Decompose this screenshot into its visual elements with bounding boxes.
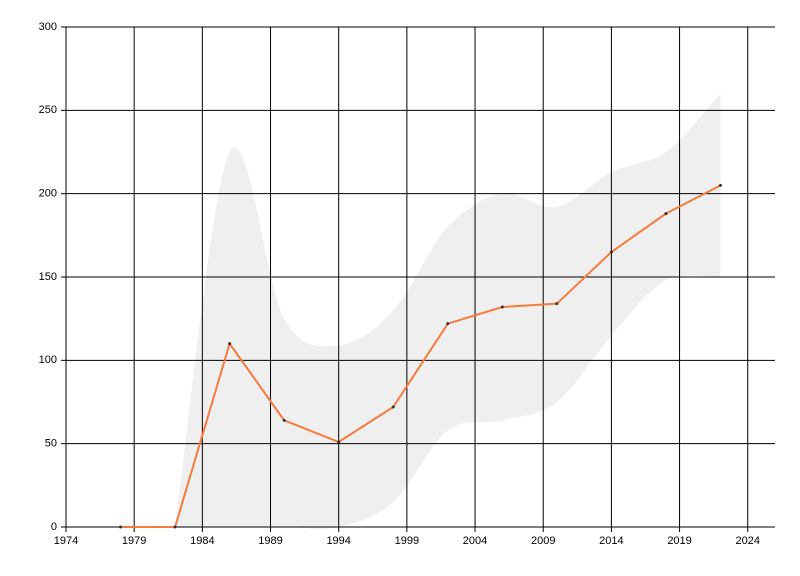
x-tick-label: 2004: [463, 535, 487, 547]
point-marker: [718, 183, 722, 187]
point-marker: [555, 302, 559, 306]
confidence-band: [175, 93, 721, 529]
point-marker: [119, 525, 123, 529]
x-tick-label: 1989: [258, 535, 282, 547]
x-tick-label: 2024: [735, 535, 759, 547]
series-line: [120, 184, 721, 528]
y-tick-label: 0: [51, 521, 57, 533]
point-marker: [500, 305, 504, 309]
point-marker: [609, 250, 613, 254]
point-marker: [391, 405, 395, 409]
x-tick-label: 1979: [122, 535, 146, 547]
x-tick-label: 1974: [54, 535, 78, 547]
point-marker: [282, 418, 286, 422]
y-tick-label: 200: [39, 188, 57, 200]
point-marker: [446, 322, 450, 326]
y-tick-label: 50: [45, 438, 57, 450]
x-tick-label: 1999: [395, 535, 419, 547]
x-tick-label: 1984: [190, 535, 214, 547]
y-tick-label: 250: [39, 104, 57, 116]
x-tick-label: 2009: [531, 535, 555, 547]
y-tick-label: 150: [39, 271, 57, 283]
point-marker: [664, 212, 668, 216]
point-marker: [228, 342, 232, 346]
x-tick-label: 2014: [599, 535, 623, 547]
x-tick-label: 2019: [667, 535, 691, 547]
x-tick-label: 1994: [326, 535, 350, 547]
point-marker: [337, 440, 341, 444]
y-tick-label: 300: [39, 21, 57, 33]
point-marker: [173, 525, 177, 529]
y-tick-label: 100: [39, 354, 57, 366]
